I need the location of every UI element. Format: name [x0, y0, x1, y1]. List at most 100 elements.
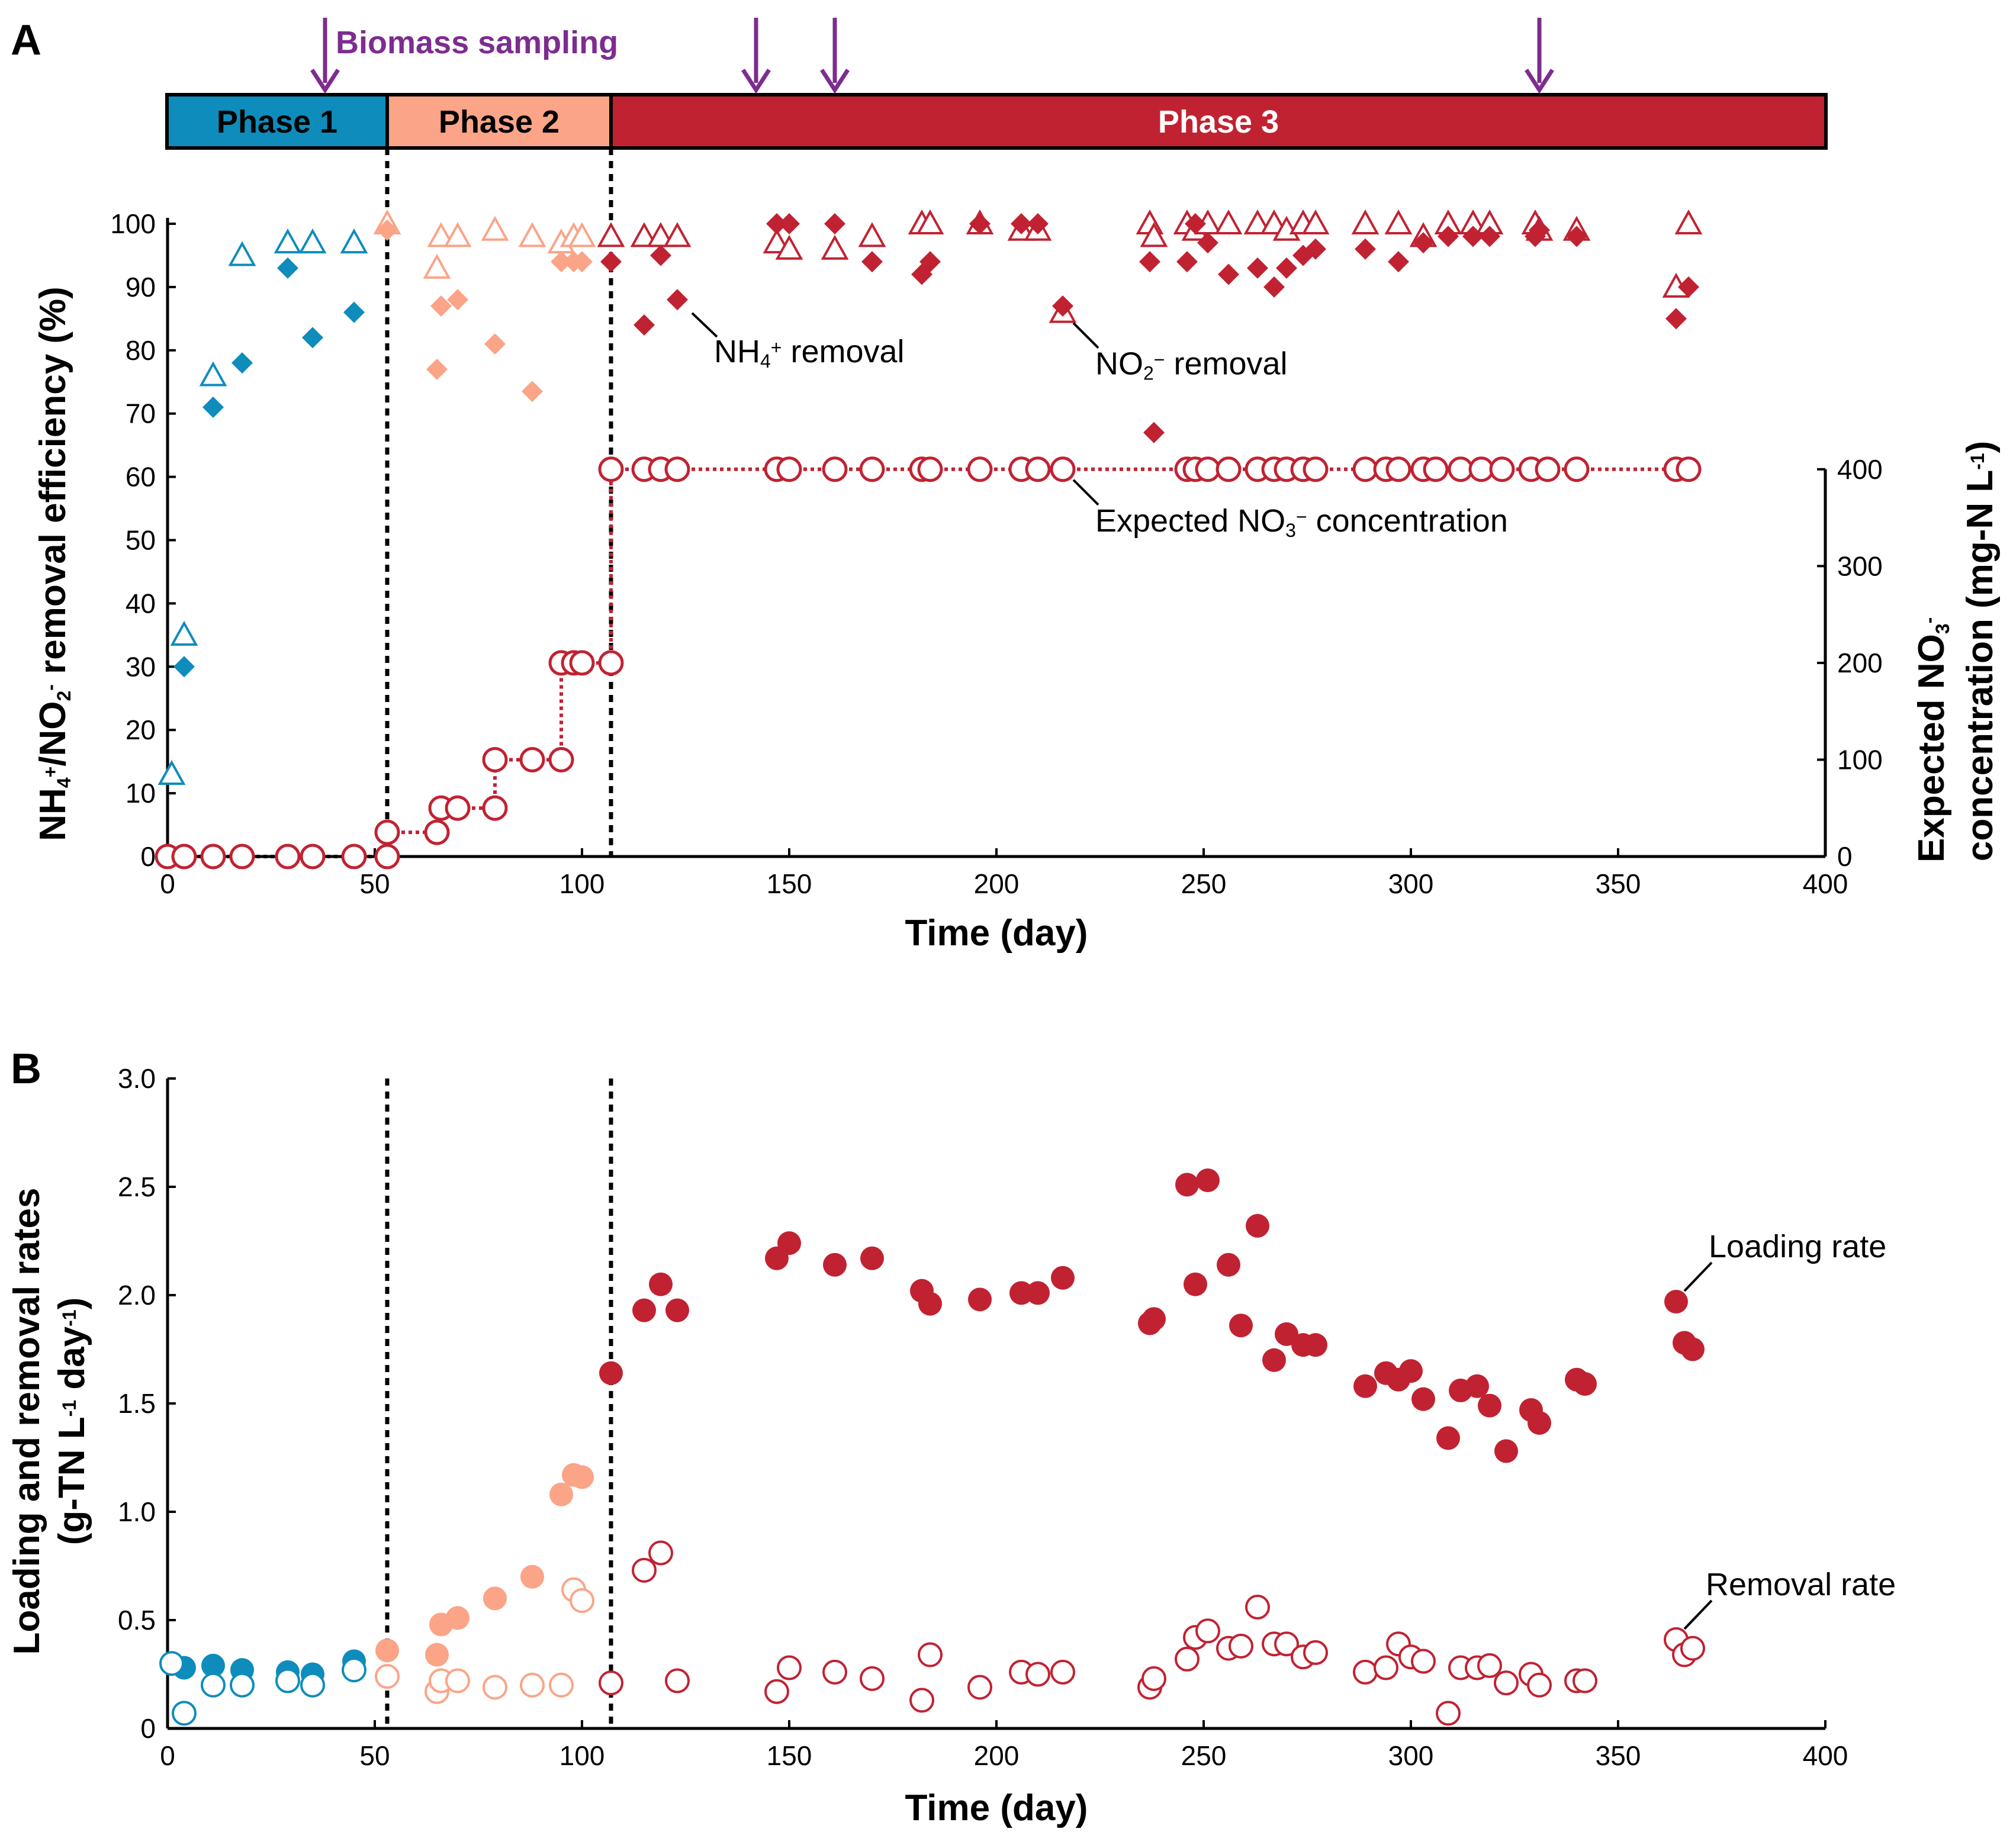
- removal-rate-annotation: Removal rate: [1706, 1567, 1896, 1602]
- loading-rate-point: [665, 1298, 689, 1322]
- no2-point: [630, 222, 658, 247]
- x-tick-label: 300: [1388, 1740, 1434, 1771]
- no2-point: [1243, 209, 1272, 234]
- nh4-point: [551, 251, 572, 273]
- no2-point: [443, 222, 472, 247]
- no3-point: [859, 456, 885, 482]
- nh4-point: [1355, 238, 1376, 260]
- removal-rate-point: [1229, 1633, 1253, 1659]
- nh4-annotation-part: 4: [760, 350, 771, 372]
- no2-point: [427, 222, 455, 247]
- removal-rate-point: [648, 1540, 673, 1566]
- y2-axis-title-line1: Expected NO3-: [1911, 617, 1953, 862]
- no2-annotation: NO2− removal: [1095, 346, 1288, 384]
- no2-point: [199, 361, 227, 387]
- loading-rate-point: [1478, 1393, 1501, 1418]
- removal-rate-point: [918, 1642, 943, 1667]
- removal-rate-point: [665, 1668, 690, 1694]
- y2-tick-label: 100: [1837, 744, 1883, 775]
- no3-point: [1215, 456, 1242, 482]
- biomass-arrow-head: [310, 69, 340, 94]
- nh4-point: [1218, 263, 1239, 285]
- nh4-point: [1413, 232, 1434, 254]
- y-axis-title-part: removal efficiency (%): [33, 286, 73, 684]
- y-axis-title-line2-part: day: [52, 1326, 92, 1400]
- nh4-point: [1305, 238, 1326, 260]
- no3-point: [917, 456, 943, 482]
- no3-point: [1352, 456, 1378, 482]
- nh4-point: [1665, 308, 1687, 330]
- no2-point: [157, 759, 186, 785]
- nh4-point: [1388, 251, 1409, 273]
- removal-rate-point: [1025, 1662, 1050, 1687]
- y-axis-title-part: +: [40, 767, 61, 778]
- no2-leader: [1072, 322, 1099, 349]
- nh4-point: [1438, 226, 1459, 247]
- no3-point: [1564, 456, 1590, 482]
- no2-point: [1301, 209, 1330, 234]
- loading-rate-point: [570, 1465, 594, 1489]
- x-tick-label: 0: [160, 1740, 175, 1771]
- loading-rate-point: [549, 1482, 573, 1506]
- nh4-point: [302, 327, 323, 349]
- no3-point: [275, 843, 301, 870]
- x-tick-label: 0: [160, 868, 175, 899]
- nh4-point: [202, 397, 224, 418]
- no3-point: [1303, 456, 1329, 482]
- removal-rate-point: [342, 1657, 366, 1683]
- loading-rate-point: [1246, 1213, 1269, 1238]
- no2-point: [858, 222, 886, 247]
- x-tick-label: 250: [1181, 1740, 1227, 1771]
- nh4-annotation-part: removal: [782, 334, 904, 369]
- removal-rate-point: [159, 1651, 184, 1676]
- no3-point: [1025, 456, 1051, 482]
- nh4-point: [861, 251, 883, 273]
- loading-rate-point: [968, 1287, 992, 1312]
- loading-rate-point: [823, 1253, 847, 1277]
- nh4-point: [1276, 257, 1297, 279]
- no2-point: [663, 222, 692, 247]
- removal-rate-point: [201, 1672, 226, 1698]
- nh4-point: [173, 656, 195, 678]
- loading-rate-point: [1436, 1426, 1460, 1450]
- no3-point: [171, 843, 197, 870]
- y2-axis-title-line1-part: 3: [1932, 623, 1953, 634]
- nh4-point: [447, 289, 468, 311]
- removal-rate-point: [549, 1672, 574, 1698]
- x-tick-label: 150: [767, 1740, 812, 1771]
- x-tick-label: 350: [1596, 868, 1641, 899]
- no3-annotation-part: Expected NO: [1095, 503, 1285, 539]
- no3-point: [1423, 456, 1449, 482]
- no3-point: [482, 746, 508, 772]
- x-tick-label: 200: [974, 1740, 1020, 1771]
- removal-rate-point: [1411, 1649, 1436, 1674]
- removal-rate-point: [1374, 1655, 1398, 1680]
- nh4-point: [969, 213, 991, 234]
- no2-annotation-part: NO: [1095, 346, 1143, 382]
- removal-rate-point: [967, 1675, 992, 1700]
- x-tick-label: 250: [1181, 868, 1227, 899]
- nh4-point: [667, 289, 688, 311]
- y-tick-label: 90: [126, 272, 156, 302]
- loading-rate-point: [1573, 1372, 1597, 1396]
- no2-point: [775, 234, 803, 260]
- phase-label-2: Phase 2: [439, 104, 559, 140]
- panel-b: B 0 50 100 150 200 250 300 350 400 0 0.5 1.0 1.5 2.0 2.…: [7, 1045, 1896, 1828]
- y2-tick-label: 300: [1837, 550, 1883, 581]
- no3-point: [229, 843, 255, 870]
- nh4-point: [1185, 213, 1206, 234]
- nh4-point: [430, 295, 452, 317]
- removal-rate-point: [520, 1672, 545, 1698]
- y-axis-title-part: -: [40, 684, 61, 691]
- phase-bar-2: [385, 93, 613, 150]
- y-axis-title-line2-part: (g-TN L: [52, 1416, 92, 1545]
- loading-rate-point: [1142, 1307, 1166, 1331]
- nh4-point: [522, 381, 543, 403]
- no3-point: [1385, 456, 1411, 482]
- removal-rate-point: [230, 1672, 255, 1698]
- nh4-point: [343, 301, 365, 323]
- nh4-point: [1197, 232, 1218, 254]
- no3-point: [1676, 456, 1702, 482]
- loading-rate-point: [1681, 1337, 1705, 1361]
